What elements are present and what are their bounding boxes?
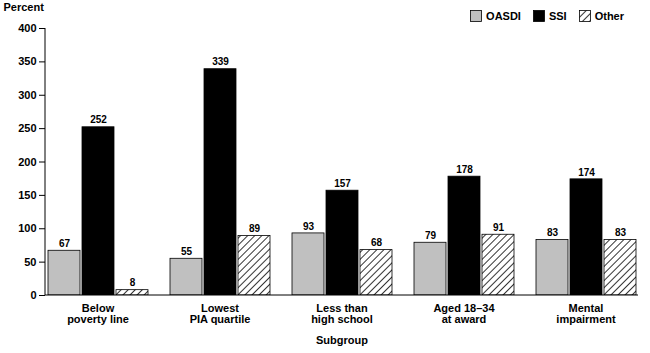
svg-text:67: 67 — [59, 238, 71, 249]
svg-text:250: 250 — [18, 122, 36, 134]
svg-text:157: 157 — [334, 178, 351, 189]
svg-text:200: 200 — [18, 156, 36, 168]
svg-text:93: 93 — [303, 221, 315, 232]
svg-text:55: 55 — [181, 246, 193, 257]
svg-text:83: 83 — [615, 227, 627, 238]
svg-text:89: 89 — [249, 223, 261, 234]
html-text:Other: Other — [594, 10, 624, 22]
svg-text:100: 100 — [18, 222, 36, 234]
svg-text:Mentalimpairment: Mentalimpairment — [556, 302, 616, 325]
svg-text:Less thanhigh school: Less thanhigh school — [311, 302, 373, 325]
html-text:OASDI: OASDI — [486, 10, 521, 22]
svg-text:0: 0 — [30, 289, 36, 301]
svg-text:350: 350 — [18, 55, 36, 67]
svg-text:150: 150 — [18, 189, 36, 201]
svg-text:Percent: Percent — [4, 1, 45, 13]
svg-text:8: 8 — [130, 277, 136, 288]
svg-text:400: 400 — [18, 22, 36, 34]
svg-text:50: 50 — [24, 256, 36, 268]
svg-text:300: 300 — [18, 89, 36, 101]
html-text:SSI: SSI — [548, 10, 567, 22]
svg-text:339: 339 — [212, 56, 229, 67]
svg-text:91: 91 — [493, 222, 505, 233]
svg-text:Subgroup: Subgroup — [316, 334, 368, 346]
svg-text:252: 252 — [90, 114, 107, 125]
svg-text:LowestPIA quartile: LowestPIA quartile — [190, 302, 251, 325]
svg-text:Aged 18–34at award: Aged 18–34at award — [433, 302, 495, 325]
svg-text:174: 174 — [578, 167, 595, 178]
svg-text:68: 68 — [371, 237, 383, 248]
svg-text:178: 178 — [456, 164, 473, 175]
svg-text:Belowpoverty line: Belowpoverty line — [67, 302, 129, 325]
svg-text:83: 83 — [547, 227, 559, 238]
svg-text:79: 79 — [425, 230, 437, 241]
